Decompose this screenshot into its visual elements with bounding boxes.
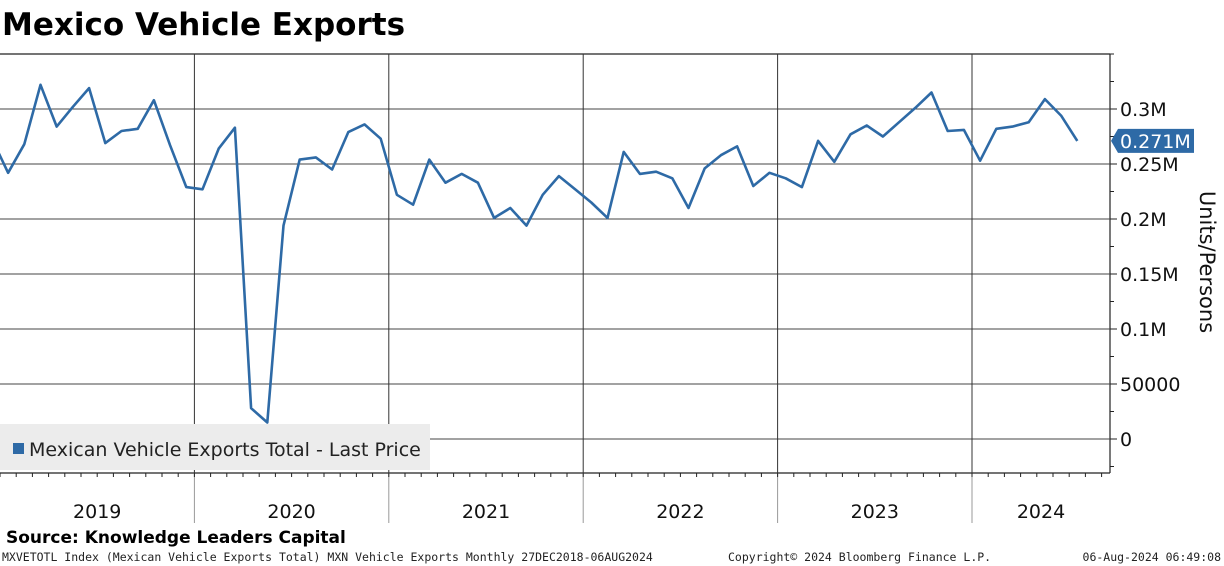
vertical-gridlines [0, 54, 1103, 523]
x-year-label: 2024 [1017, 501, 1065, 523]
plot-frame [0, 53, 1111, 474]
y-axis-label: Units/Persons [1195, 191, 1219, 333]
y-tick-label: 50000 [1120, 374, 1180, 396]
x-year-labels: 2019 2020 2021 2022 2023 2024 [73, 501, 1065, 523]
x-year-label: 2019 [73, 501, 121, 523]
y-tick-label: 0.3M [1120, 99, 1167, 121]
legend-label: Mexican Vehicle Exports Total - Last Pri… [29, 439, 421, 461]
legend-background [0, 424, 430, 470]
legend-swatch [13, 443, 24, 454]
source-label: Source: Knowledge Leaders Capital [6, 528, 346, 548]
y-tick-label: 0.15M [1120, 264, 1179, 286]
y-tick-label: 0 [1120, 429, 1132, 451]
y-tick-labels: 0 50000 0.1M 0.15M 0.2M 0.25M 0.3M [1120, 99, 1180, 451]
legend: Mexican Vehicle Exports Total - Last Pri… [0, 424, 430, 470]
x-year-label: 2022 [656, 501, 704, 523]
horizontal-gridlines [0, 108, 1110, 440]
footer-description: MXVETOTL Index (Mexican Vehicle Exports … [2, 550, 653, 564]
x-year-label: 2023 [851, 501, 899, 523]
y-tick-label: 0.25M [1120, 154, 1179, 176]
y-tick-label: 0.1M [1120, 319, 1167, 341]
y-tick-marks [1110, 53, 1117, 467]
chart-title: Mexico Vehicle Exports [2, 7, 405, 43]
last-value-badge [1111, 128, 1194, 153]
series-line-mexican-vehicle-exports [0, 83, 1079, 424]
x-year-label: 2021 [462, 501, 510, 523]
x-year-label: 2020 [267, 501, 315, 523]
last-value-marker: 0.271M [1111, 128, 1194, 153]
last-value-label: 0.271M [1120, 131, 1191, 153]
y-tick-label: 0.2M [1120, 209, 1167, 231]
footer-copyright: Copyright© 2024 Bloomberg Finance L.P. [728, 550, 991, 564]
footer-timestamp: 06-Aug-2024 06:49:08 [1083, 550, 1222, 564]
